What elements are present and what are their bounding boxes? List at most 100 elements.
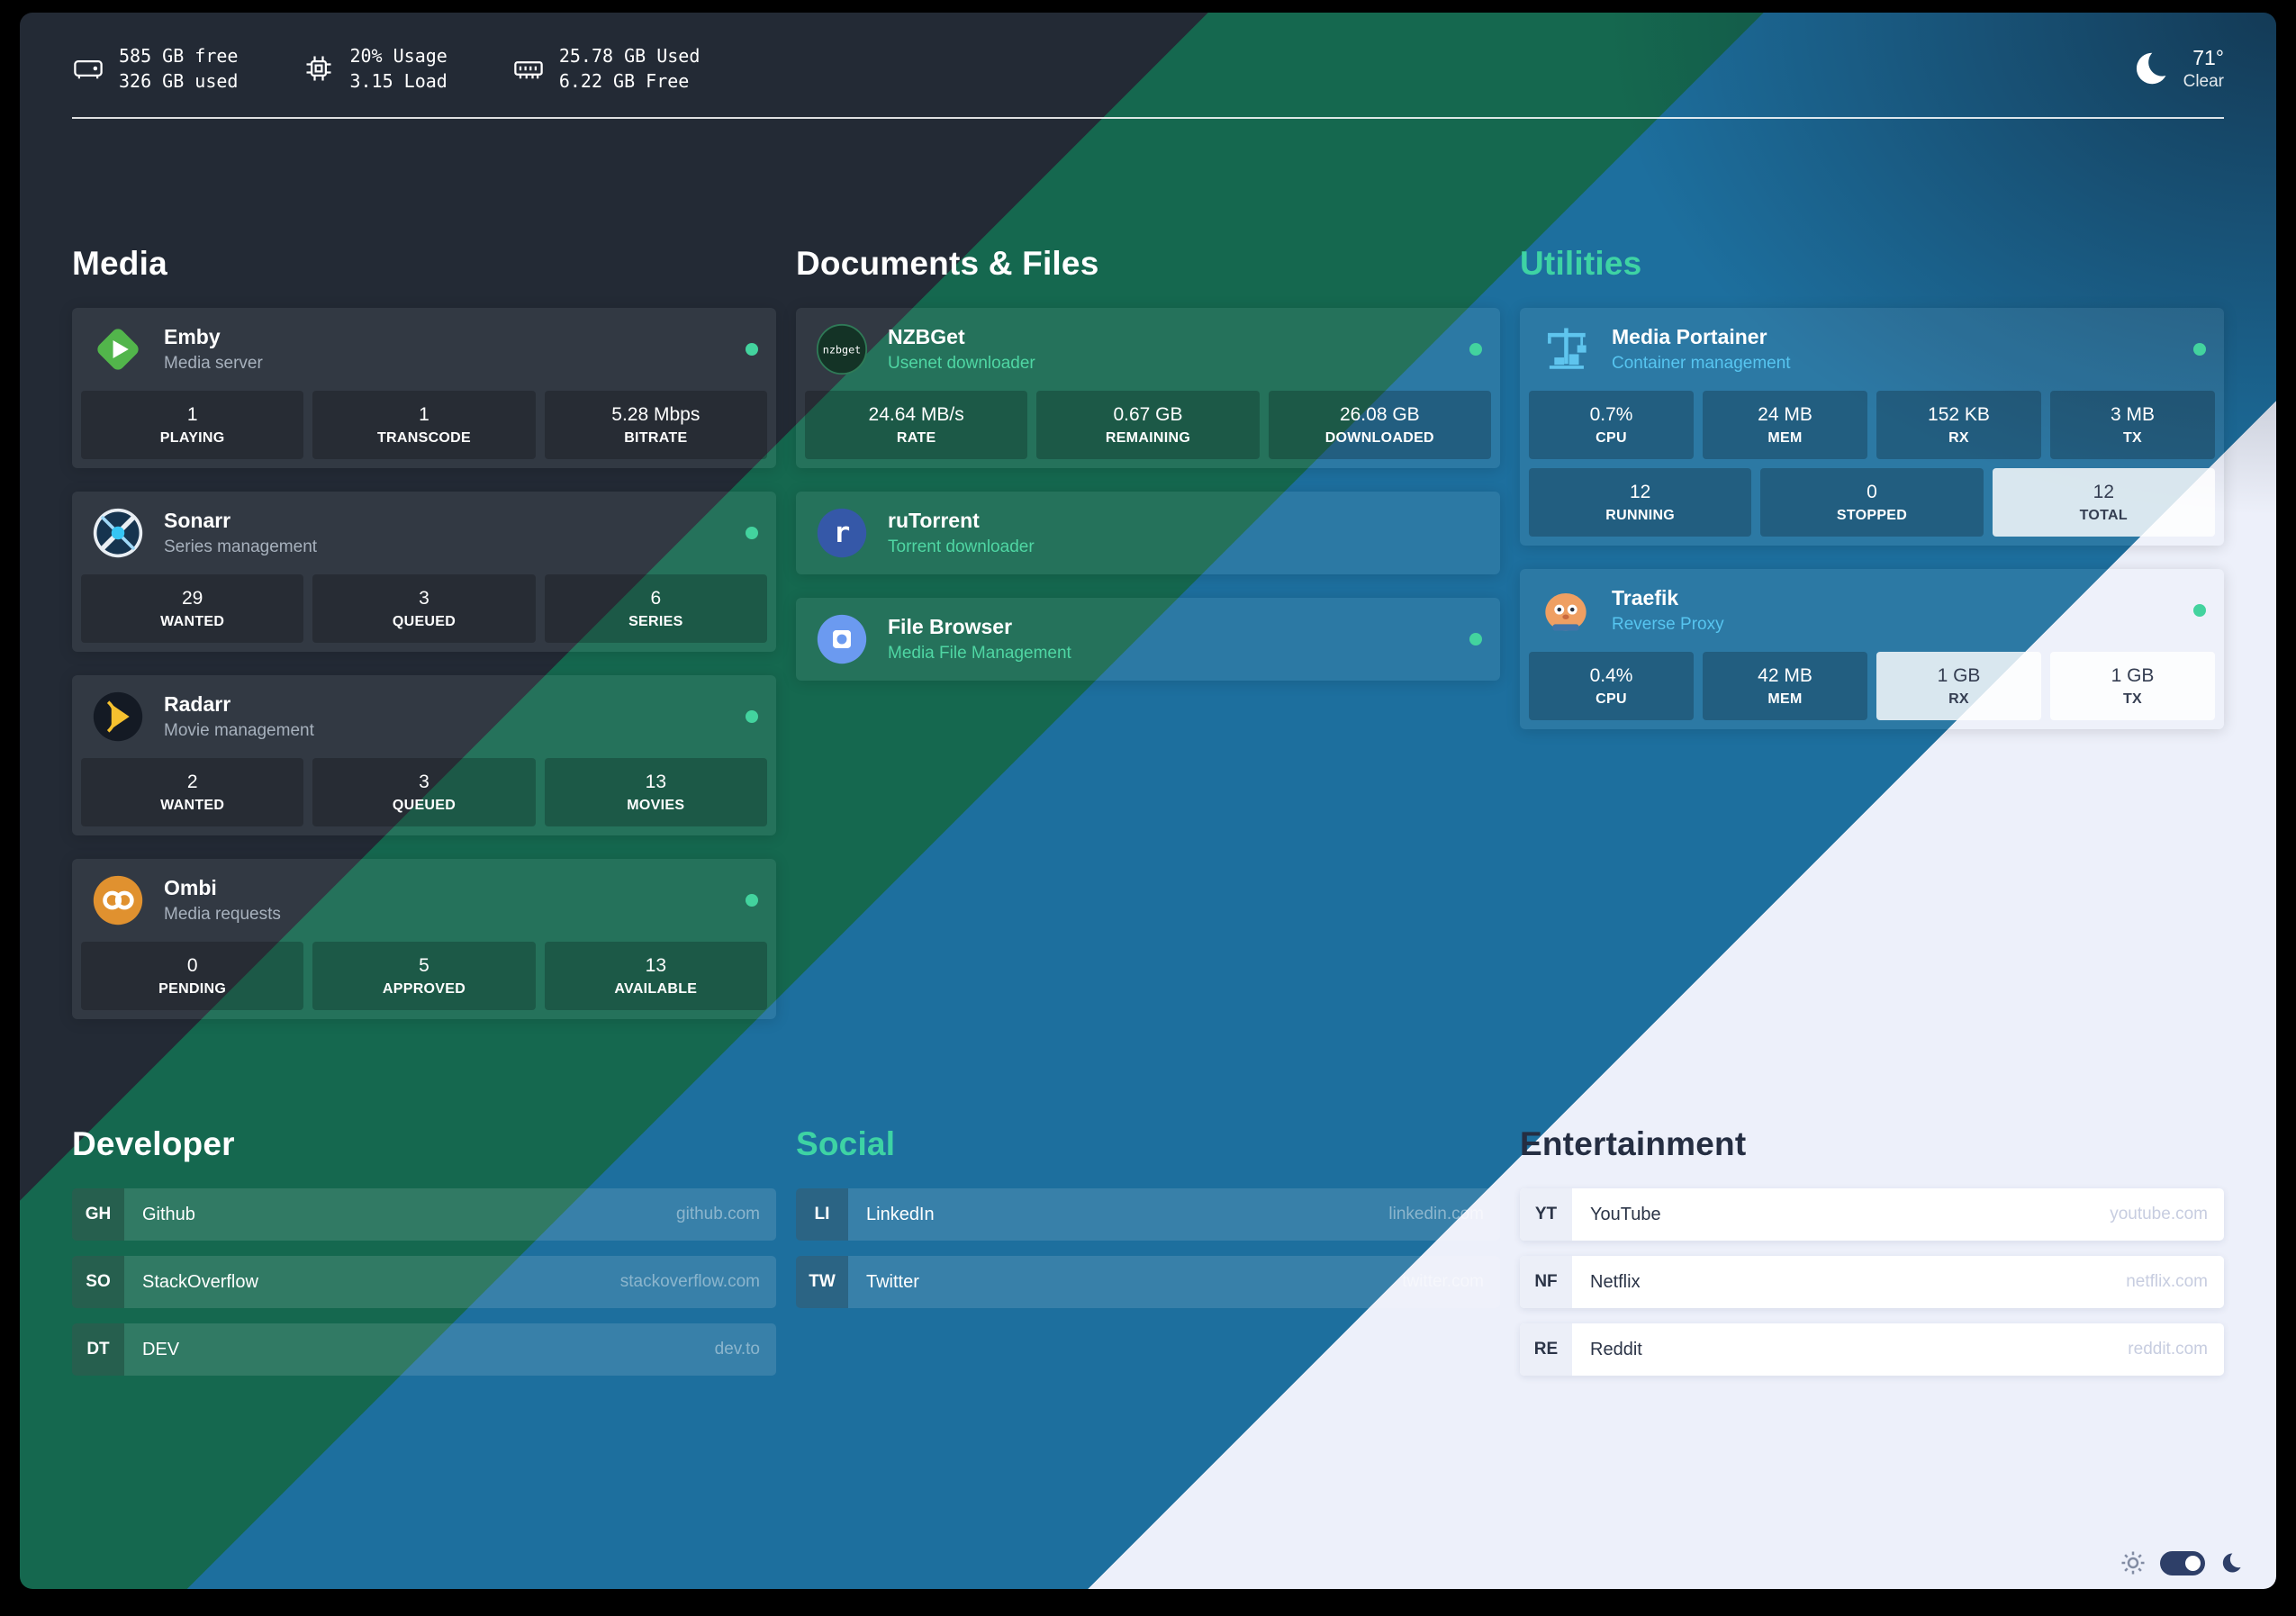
link-dev[interactable]: DT DEV dev.to	[72, 1323, 776, 1376]
link-url: github.com	[676, 1205, 760, 1223]
stat-value: 2	[186, 771, 198, 792]
stat-value: 1	[419, 403, 429, 425]
card-header: nzbget NZBGet Usenet downloader	[796, 308, 1500, 391]
stat-box: 0 PENDING	[81, 942, 304, 1010]
stat-value: 1	[186, 403, 198, 425]
traefik-icon	[1538, 582, 1594, 638]
link-name: YouTube	[1590, 1204, 1661, 1224]
section-entertainment: Entertainment YT YouTube youtube.com NF …	[1520, 1125, 2224, 1391]
app-subtitle: Container management	[1612, 354, 1791, 373]
status-dot	[1469, 633, 1482, 645]
stat-value: 13	[645, 954, 666, 976]
card-header: Sonarr Series management	[72, 492, 776, 574]
stat-label: MEM	[1767, 691, 1803, 707]
rutorrent-logo-text: r	[834, 517, 851, 549]
app-stats: 0.7% CPU 24 MB MEM 152 KB RX 3 MB TX	[1520, 391, 2224, 468]
nzbget-icon: nzbget	[814, 321, 870, 377]
link-twitter[interactable]: TW Twitter twitter.com	[796, 1256, 1500, 1308]
ram-icon	[514, 61, 543, 79]
stat-label: MOVIES	[627, 797, 685, 813]
stat-label: PENDING	[158, 980, 227, 997]
app-name: Emby	[164, 325, 221, 348]
link-tag: RE	[1520, 1323, 1572, 1376]
stat-box: 0.4% CPU	[1529, 652, 1694, 720]
stat-box: 26.08 GB DOWNLOADED	[1268, 391, 1491, 459]
app-card-filebrowser[interactable]: File Browser Media File Management	[796, 598, 1500, 681]
app-card-sonarr[interactable]: Sonarr Series management 29 WANTED 3 QUE…	[72, 492, 776, 652]
app-card-rutorrent[interactable]: r ruTorrent Torrent downloader	[796, 492, 1500, 574]
status-dot	[2193, 343, 2206, 356]
stat-label: TOTAL	[2079, 507, 2128, 523]
link-name: Twitter	[866, 1271, 919, 1292]
stat-label: TX	[2122, 691, 2143, 707]
link-youtube[interactable]: YT YouTube youtube.com	[1520, 1188, 2224, 1241]
moon-icon	[2136, 52, 2166, 85]
sun-icon	[2121, 1551, 2145, 1575]
app-card-nzbget[interactable]: nzbget NZBGet Usenet downloader 24.64 MB…	[796, 308, 1500, 468]
section-title-social: Social	[796, 1125, 896, 1162]
theme-toggle[interactable]	[2160, 1550, 2205, 1575]
app-meta: Emby Media server	[164, 325, 263, 374]
app-meta: File Browser Media File Management	[888, 615, 1071, 664]
app-card-traefik[interactable]: Traefik Reverse Proxy 0.4% CPU 42 MB MEM	[1520, 569, 2224, 729]
stat-value: 0.7%	[1589, 403, 1633, 425]
ombi-icon	[90, 872, 146, 928]
stat-label: REMAINING	[1105, 429, 1191, 446]
card-header: r ruTorrent Torrent downloader	[796, 492, 1500, 574]
filebrowser-icon	[814, 611, 870, 667]
weather-widget: 71° Clear	[2129, 46, 2224, 92]
link-url: linkedin.com	[1388, 1205, 1484, 1223]
link-reddit[interactable]: RE Reddit reddit.com	[1520, 1323, 2224, 1376]
app-stats: 0 PENDING 5 APPROVED 13 AVAILABLE	[72, 942, 776, 1019]
card-header: Emby Media server	[72, 308, 776, 391]
stat-box: 3 MB TX	[2050, 391, 2215, 459]
link-github[interactable]: GH Github github.com	[72, 1188, 776, 1241]
section-title-documents: Documents & Files	[796, 245, 1099, 282]
link-url: reddit.com	[2128, 1340, 2208, 1359]
section-title-developer: Developer	[72, 1125, 235, 1162]
cpu-icon	[306, 56, 331, 81]
stat-box: 1 TRANSCODE	[312, 391, 536, 459]
stat-value: 1 GB	[1937, 664, 1981, 686]
stat-box: 24 MB MEM	[1703, 391, 1867, 459]
cpu-usage: 20% Usage	[349, 45, 447, 67]
stat-box: 0.67 GB REMAINING	[1036, 391, 1260, 459]
stat-box: 2 WANTED	[81, 758, 304, 826]
section-title-utilities: Utilities	[1520, 245, 1642, 282]
app-subtitle: Series management	[164, 537, 318, 556]
stat-box: 42 MB MEM	[1703, 652, 1867, 720]
portainer-icon	[1538, 321, 1594, 377]
status-dot	[746, 343, 758, 356]
app-subtitle: Media requests	[164, 905, 281, 924]
app-stats: 29 WANTED 3 QUEUED 6 SERIES	[72, 574, 776, 652]
app-meta: Sonarr Series management	[164, 509, 317, 557]
nzbget-logo-text: nzbget	[823, 344, 862, 357]
app-card-portainer[interactable]: Media Portainer Container management 0.7…	[1520, 308, 2224, 546]
app-card-ombi[interactable]: Ombi Media requests 0 PENDING 5 APPROVED	[72, 859, 776, 1019]
app-card-emby[interactable]: Emby Media server 1 PLAYING 1 TRANSCODE	[72, 308, 776, 468]
weather-text: 71° Clear	[2183, 46, 2224, 92]
stat-box: 3 QUEUED	[312, 758, 536, 826]
stat-box: 0.7% CPU	[1529, 391, 1694, 459]
app-meta: Radarr Movie management	[164, 692, 314, 741]
link-linkedin[interactable]: LI LinkedIn linkedin.com	[796, 1188, 1500, 1241]
link-tag: SO	[72, 1256, 124, 1308]
stat-value: 0	[186, 954, 198, 976]
app-card-radarr[interactable]: Radarr Movie management 2 WANTED 3 QUEUE…	[72, 675, 776, 835]
stat-label: QUEUED	[392, 613, 456, 629]
app-stats: 2 WANTED 3 QUEUED 13 MOVIES	[72, 758, 776, 835]
app-meta: Ombi Media requests	[164, 876, 281, 925]
stat-value: 0.4%	[1589, 664, 1633, 686]
app-name: ruTorrent	[888, 509, 980, 532]
stat-label: RATE	[896, 429, 936, 446]
link-stackoverflow[interactable]: SO StackOverflow stackoverflow.com	[72, 1256, 776, 1308]
app-name: NZBGet	[888, 325, 965, 348]
link-netflix[interactable]: NF Netflix netflix.com	[1520, 1256, 2224, 1308]
stat-value: 152 KB	[1928, 403, 1990, 425]
stat-value: 13	[645, 771, 666, 792]
stat-box: 12 TOTAL	[1992, 468, 2215, 537]
link-name: StackOverflow	[142, 1271, 258, 1292]
cpu-text: 20% Usage 3.15 Load	[349, 43, 447, 94]
stat-value: 12	[2093, 481, 2114, 502]
rutorrent-icon: r	[814, 505, 870, 561]
